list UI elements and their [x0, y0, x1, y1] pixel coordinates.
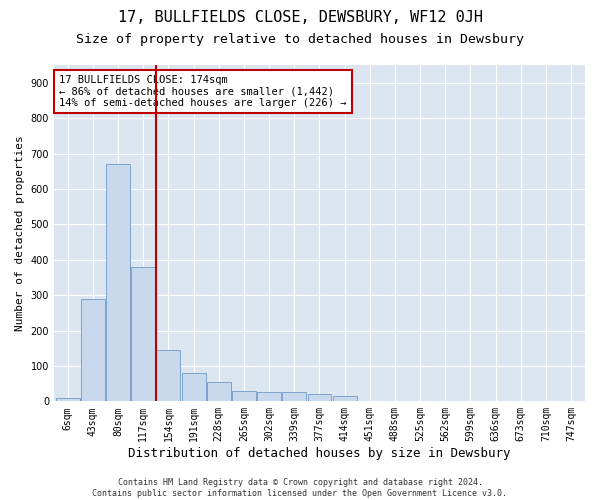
Text: 17 BULLFIELDS CLOSE: 174sqm
← 86% of detached houses are smaller (1,442)
14% of : 17 BULLFIELDS CLOSE: 174sqm ← 86% of det… [59, 75, 347, 108]
Bar [207, 382, 231, 402]
Bar [81, 298, 105, 402]
Bar [157, 350, 181, 402]
Bar [56, 398, 80, 402]
Bar [106, 164, 130, 402]
Y-axis label: Number of detached properties: Number of detached properties [15, 136, 25, 331]
Bar [232, 390, 256, 402]
Text: Contains HM Land Registry data © Crown copyright and database right 2024.
Contai: Contains HM Land Registry data © Crown c… [92, 478, 508, 498]
Bar [283, 392, 306, 402]
Bar [182, 373, 206, 402]
Text: Size of property relative to detached houses in Dewsbury: Size of property relative to detached ho… [76, 32, 524, 46]
Text: 17, BULLFIELDS CLOSE, DEWSBURY, WF12 0JH: 17, BULLFIELDS CLOSE, DEWSBURY, WF12 0JH [118, 10, 482, 25]
X-axis label: Distribution of detached houses by size in Dewsbury: Distribution of detached houses by size … [128, 447, 511, 460]
Bar [131, 267, 155, 402]
Bar [257, 392, 281, 402]
Bar [308, 394, 331, 402]
Bar [332, 396, 356, 402]
